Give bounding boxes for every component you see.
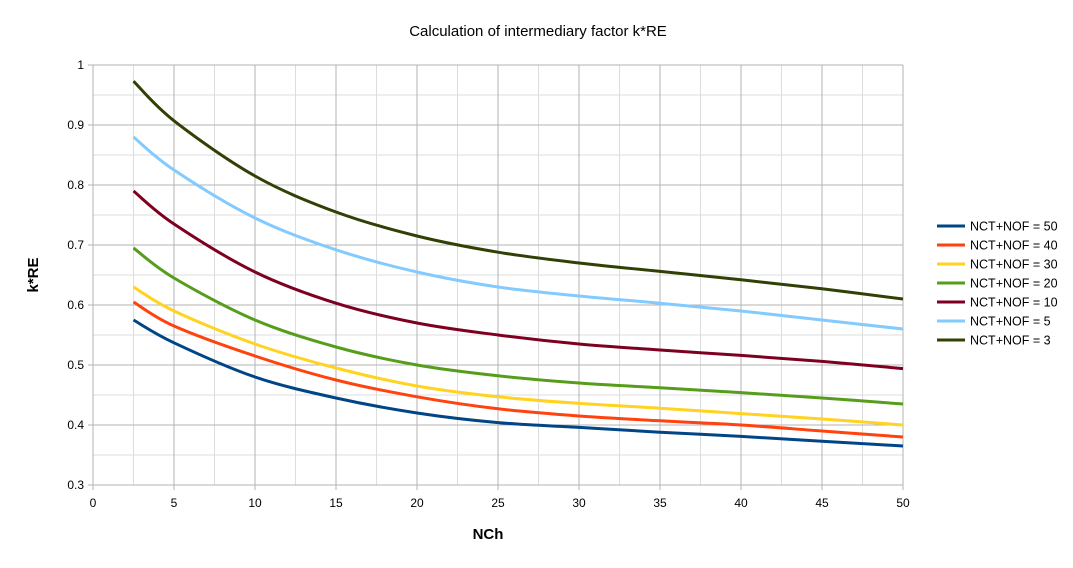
series-line-2 [132, 285, 904, 427]
chart-title: Calculation of intermediary factor k*RE [409, 23, 667, 40]
legend-label: NCT+NOF = 30 [970, 258, 1058, 272]
legend-label: NCT+NOF = 5 [970, 315, 1051, 329]
x-tick-label: 30 [572, 496, 586, 510]
x-tick-label: 50 [896, 496, 910, 510]
legend-item: NCT+NOF = 5 [937, 315, 1051, 329]
grid [88, 64, 904, 490]
series-line-3 [132, 246, 904, 406]
y-tick-label: 0.4 [67, 418, 84, 432]
x-tick-label: 20 [410, 496, 424, 510]
x-tick-label: 40 [734, 496, 748, 510]
x-axis-ticks: 0 5 10 15 20 25 30 35 40 45 50 [90, 496, 910, 510]
legend-item: NCT+NOF = 50 [937, 220, 1058, 234]
legend-item: NCT+NOF = 10 [937, 296, 1058, 310]
series-line-4 [132, 189, 904, 371]
legend-label: NCT+NOF = 10 [970, 296, 1058, 310]
y-tick-label: 0.5 [67, 358, 84, 372]
series-lines [132, 80, 904, 448]
legend-item: NCT+NOF = 40 [937, 239, 1058, 253]
x-tick-label: 5 [171, 496, 178, 510]
x-tick-label: 45 [815, 496, 829, 510]
x-tick-label: 15 [329, 496, 343, 510]
series-line-1 [132, 300, 904, 439]
y-axis-label: k*RE [25, 257, 42, 292]
legend-label: NCT+NOF = 50 [970, 220, 1058, 234]
y-tick-label: 0.6 [67, 298, 84, 312]
y-tick-label: 0.9 [67, 118, 84, 132]
legend-item: NCT+NOF = 3 [937, 334, 1051, 348]
x-tick-label: 0 [90, 496, 97, 510]
x-tick-label: 10 [248, 496, 262, 510]
y-tick-label: 0.7 [67, 238, 84, 252]
x-tick-label: 25 [491, 496, 505, 510]
legend-label: NCT+NOF = 3 [970, 334, 1051, 348]
y-tick-label: 1 [77, 58, 84, 72]
x-axis-label: NCh [473, 526, 504, 543]
y-tick-label: 0.3 [67, 478, 84, 492]
y-tick-label: 0.8 [67, 178, 84, 192]
legend-label: NCT+NOF = 40 [970, 239, 1058, 253]
x-tick-label: 35 [653, 496, 667, 510]
legend-label: NCT+NOF = 20 [970, 277, 1058, 291]
series-line-5 [132, 135, 904, 331]
legend: NCT+NOF = 50 NCT+NOF = 40 NCT+NOF = 30 NCT+… [937, 220, 1058, 348]
series-line-0 [132, 318, 904, 448]
legend-item: NCT+NOF = 30 [937, 258, 1058, 272]
series-line-6 [132, 80, 904, 301]
y-axis-ticks: 0.3 0.4 0.5 0.6 0.7 0.8 0.9 1 [67, 58, 84, 492]
legend-item: NCT+NOF = 20 [937, 277, 1058, 291]
